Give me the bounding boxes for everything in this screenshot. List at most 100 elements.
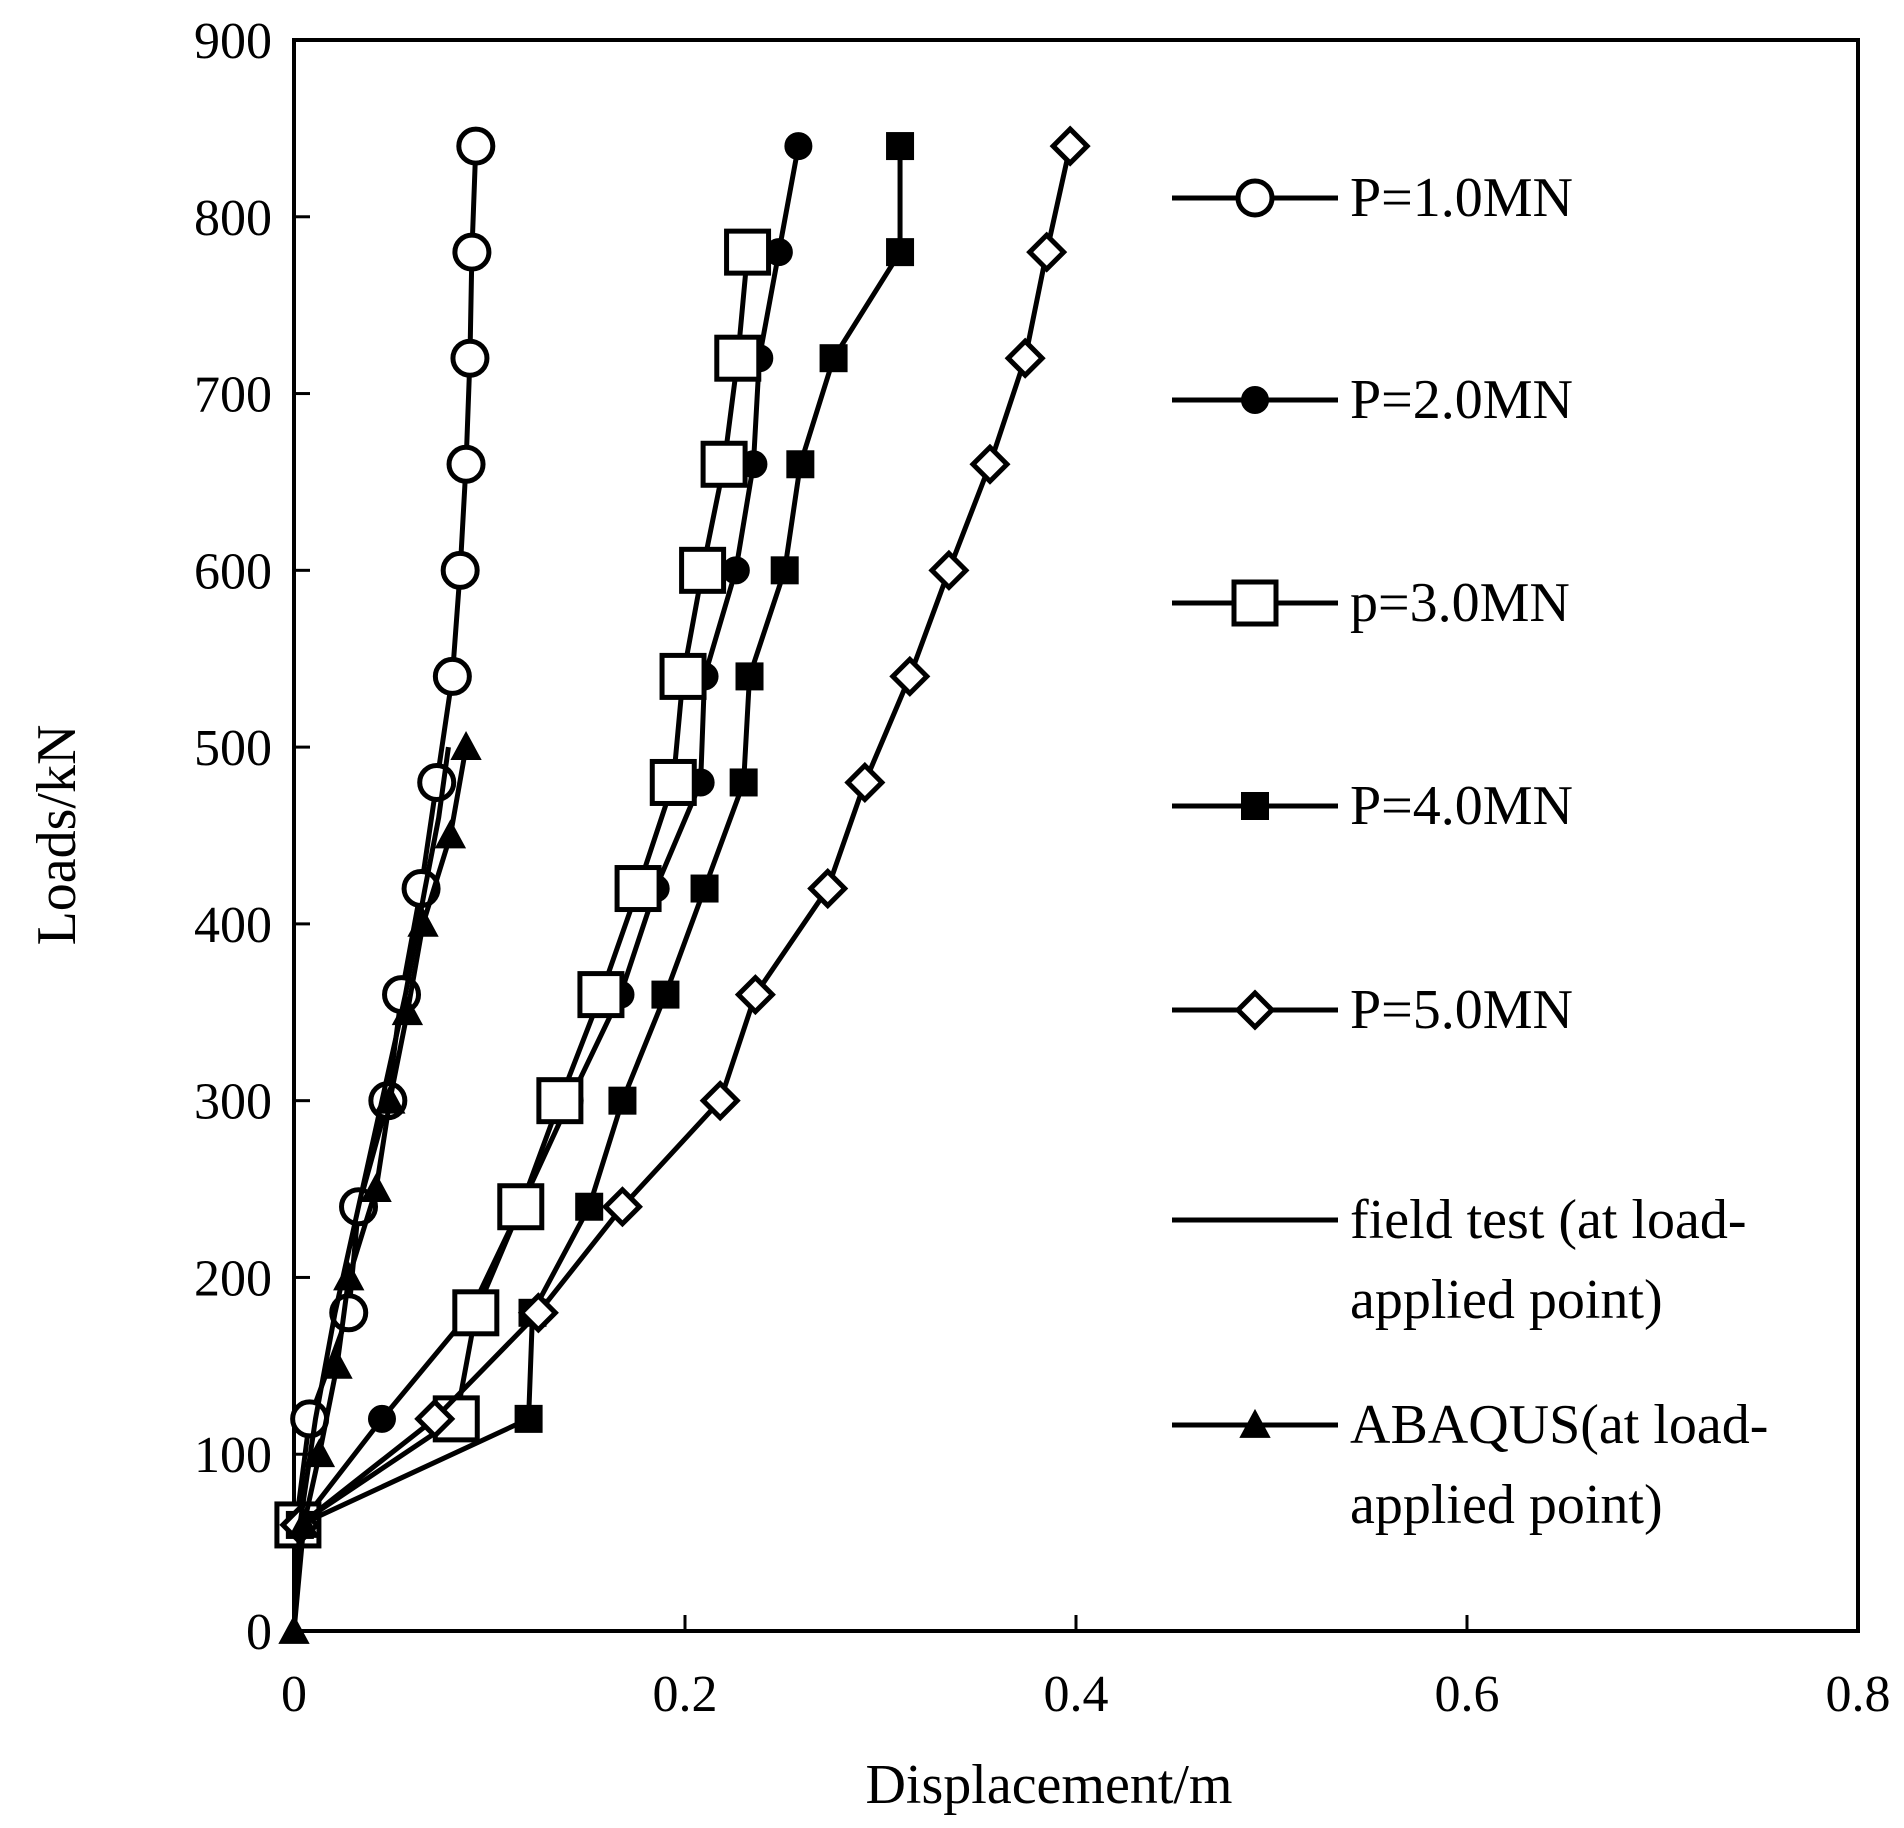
data-point-marker <box>517 1292 559 1334</box>
x-axis: 0 0.2 0.4 0.6 0.8 <box>281 1615 1891 1723</box>
data-point-marker <box>699 1080 741 1122</box>
data-point-marker <box>303 1438 336 1468</box>
data-point-marker <box>700 440 748 488</box>
data-point-marker <box>514 1404 543 1433</box>
data-point-marker <box>333 1261 365 1291</box>
y-tick-label: 800 <box>194 190 272 247</box>
data-point-marker <box>721 556 750 585</box>
legend: P=1.0MN P=2.0MN p=3.0MN P=4.0MN P=5.0MN field… <box>1172 167 1768 1536</box>
x-tick-label: 0.6 <box>1435 1666 1500 1723</box>
y-tick-label: 600 <box>194 543 272 600</box>
data-point-marker <box>651 980 680 1009</box>
data-point-marker <box>452 232 492 272</box>
data-point-marker <box>844 761 886 804</box>
data-point-marker <box>575 1192 604 1221</box>
data-point-marker <box>807 867 849 910</box>
series-layer <box>274 125 1091 1644</box>
data-point-marker <box>360 1172 392 1202</box>
data-point-marker <box>414 1398 456 1440</box>
x-tick-label: 0.2 <box>653 1666 718 1723</box>
data-point-marker <box>1241 792 1269 820</box>
data-point-marker <box>659 652 707 700</box>
data-point-marker <box>735 662 764 691</box>
legend-item: P=5.0MN <box>1172 979 1573 1041</box>
legend-label: applied point) <box>1350 1269 1663 1331</box>
data-point-marker <box>446 444 486 484</box>
legend-label: P=5.0MN <box>1350 979 1573 1041</box>
y-tick-label: 200 <box>194 1250 272 1307</box>
x-axis-title: Displacement/m <box>865 1754 1232 1816</box>
data-point-marker <box>1049 125 1091 167</box>
legend-item: p=3.0MN <box>1172 572 1570 634</box>
data-point-marker <box>450 338 490 378</box>
legend-item: ABAQUS(at load-applied point) <box>1172 1394 1768 1536</box>
data-point-marker <box>452 1289 500 1337</box>
series-6 <box>291 746 451 1632</box>
legend-item: P=1.0MN <box>1172 167 1573 229</box>
series-5 <box>279 125 1091 1546</box>
data-point-marker <box>1234 989 1276 1031</box>
y-axis: 0 100 200 300 400 500 600 700 800 900 <box>194 13 310 1661</box>
data-point-marker <box>679 546 727 594</box>
data-point-marker <box>714 334 762 382</box>
legend-label: P=2.0MN <box>1350 369 1573 431</box>
data-point-marker <box>1235 178 1275 218</box>
data-point-marker <box>278 1614 310 1644</box>
data-point-marker <box>724 228 772 276</box>
legend-item: P=2.0MN <box>1172 369 1573 431</box>
data-point-marker <box>786 450 815 479</box>
x-tick-label: 0.4 <box>1044 1666 1109 1723</box>
y-tick-label: 500 <box>194 720 272 777</box>
data-point-marker <box>608 1086 637 1115</box>
data-point-marker <box>374 1084 406 1114</box>
data-point-marker <box>456 126 496 166</box>
data-point-marker <box>434 819 467 849</box>
legend-label: p=3.0MN <box>1350 572 1570 634</box>
data-point-marker <box>440 550 480 590</box>
series-line <box>291 746 451 1632</box>
data-point-marker <box>784 132 813 161</box>
series-line <box>298 145 1073 1527</box>
series-7 <box>278 731 482 1644</box>
y-tick-label: 700 <box>194 367 272 424</box>
y-tick-label: 100 <box>194 1427 272 1484</box>
y-tick-label: 900 <box>194 13 272 70</box>
series-line <box>296 251 751 1528</box>
data-point-marker <box>690 874 719 903</box>
data-point-marker <box>886 238 915 267</box>
data-point-marker <box>886 132 915 161</box>
legend-item: P=4.0MN <box>1172 775 1573 837</box>
data-point-marker <box>367 1404 396 1433</box>
data-point-marker <box>614 865 662 913</box>
data-point-marker <box>450 731 482 761</box>
y-tick-label: 400 <box>194 897 272 954</box>
data-point-marker <box>1004 337 1046 379</box>
data-point-marker <box>1241 386 1269 414</box>
y-tick-label: 300 <box>194 1074 272 1131</box>
y-axis-title: Loads/kN <box>26 725 88 946</box>
data-point-marker <box>407 907 439 937</box>
data-point-marker <box>1231 579 1279 627</box>
y-tick-label: 0 <box>246 1604 272 1661</box>
data-point-marker <box>889 655 931 697</box>
data-point-marker <box>969 443 1011 485</box>
data-point-marker <box>417 762 457 802</box>
data-point-marker <box>819 344 848 373</box>
legend-label: ABAQUS(at load- <box>1350 1394 1768 1456</box>
data-point-marker <box>321 1349 353 1379</box>
data-point-marker <box>391 996 424 1026</box>
legend-item: field test (at load-applied point) <box>1172 1189 1747 1331</box>
data-point-marker <box>536 1077 584 1125</box>
legend-label: applied point) <box>1350 1474 1663 1536</box>
legend-label: P=1.0MN <box>1350 167 1573 229</box>
data-point-marker <box>577 971 625 1019</box>
data-point-marker <box>1026 231 1068 273</box>
legend-label: field test (at load- <box>1350 1189 1747 1251</box>
series-4 <box>285 132 915 1539</box>
data-point-marker <box>432 656 472 696</box>
x-tick-label: 0 <box>281 1666 307 1723</box>
data-point-marker <box>288 1508 320 1538</box>
data-point-marker <box>928 549 970 591</box>
data-point-marker <box>770 556 799 585</box>
data-point-marker <box>729 768 758 797</box>
